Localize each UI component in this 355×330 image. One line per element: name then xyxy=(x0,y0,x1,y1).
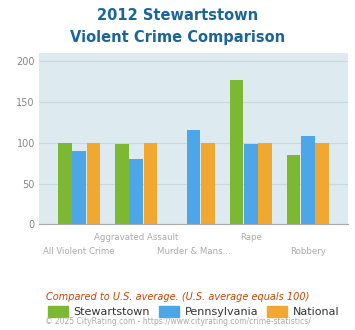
Text: © 2025 CityRating.com - https://www.cityrating.com/crime-statistics/: © 2025 CityRating.com - https://www.city… xyxy=(45,317,310,326)
Bar xyxy=(144,143,157,224)
Bar xyxy=(315,143,329,224)
Text: Compared to U.S. average. (U.S. average equals 100): Compared to U.S. average. (U.S. average … xyxy=(46,292,309,302)
Bar xyxy=(229,80,243,224)
Text: All Violent Crime: All Violent Crime xyxy=(43,247,115,256)
Bar xyxy=(187,130,200,224)
Bar xyxy=(258,143,272,224)
Bar xyxy=(58,143,72,224)
Text: Rape: Rape xyxy=(240,233,262,243)
Bar xyxy=(244,144,257,224)
Text: Murder & Mans...: Murder & Mans... xyxy=(157,247,230,256)
Bar xyxy=(87,143,100,224)
Bar xyxy=(287,155,300,224)
Text: Robbery: Robbery xyxy=(290,247,326,256)
Bar xyxy=(72,151,86,224)
Legend: Stewartstown, Pennsylvania, National: Stewartstown, Pennsylvania, National xyxy=(43,302,344,322)
Bar xyxy=(130,159,143,224)
Bar xyxy=(301,136,315,224)
Bar xyxy=(115,144,129,224)
Bar xyxy=(201,143,215,224)
Text: 2012 Stewartstown: 2012 Stewartstown xyxy=(97,8,258,23)
Text: Aggravated Assault: Aggravated Assault xyxy=(94,233,179,243)
Text: Violent Crime Comparison: Violent Crime Comparison xyxy=(70,30,285,45)
